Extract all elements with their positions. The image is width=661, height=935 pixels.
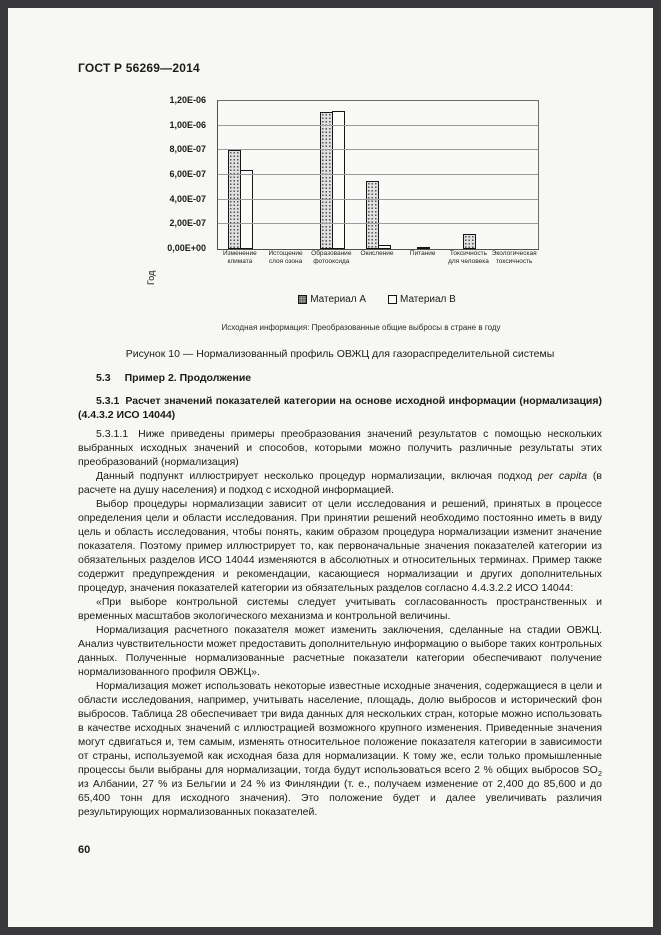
bar-group: [447, 101, 493, 249]
page-number: 60: [78, 844, 91, 856]
section-title: Пример 2. Продолжение: [124, 372, 252, 384]
gridline: [218, 149, 538, 151]
document-header: ГОСТ Р 56269—2014: [78, 61, 200, 75]
bars-row: [218, 101, 538, 249]
bar-group: [218, 101, 264, 249]
paragraph-text: Выбор процедуры нормализации зависит от …: [78, 498, 602, 594]
paragraph-text: Ниже приведены примеры преобразования зн…: [78, 428, 602, 468]
paragraph: Нормализация может использовать некоторы…: [78, 679, 602, 819]
paragraph-number: 5.3.1.1: [96, 428, 129, 440]
document-page: ГОСТ Р 56269—2014 Год 0,00E+00 2,00E-07 4,…: [8, 8, 653, 927]
gridline: [218, 198, 538, 200]
x-category-label: Образование фотооксида: [311, 250, 352, 265]
body-text-block: 5.3 Пример 2. Продолжение 5.3.1 Расчет зна…: [78, 372, 602, 819]
paragraph-text: per capita: [537, 470, 588, 482]
legend-label-material-b: Материал В: [400, 294, 456, 305]
paragraph: Данный подпункт иллюстрирует несколько п…: [78, 469, 602, 497]
x-axis-labels: Изменение климата Истощение слоя озона Обр…: [217, 250, 537, 265]
x-category-label: Экологическая токсичность: [491, 250, 537, 265]
body-paragraphs: 5.3.1.1 Ниже приведены примеры преобразов…: [78, 427, 602, 819]
y-tick-label: 2,00E-07: [169, 218, 206, 229]
paragraph-text: Данный подпункт иллюстрирует несколько п…: [96, 470, 538, 482]
section-number: 5.3: [96, 372, 111, 384]
figure-chart: Год 0,00E+00 2,00E-07 4,00E-07 6,00E-07 8,00…: [140, 92, 570, 320]
y-axis-title: Год: [146, 270, 156, 285]
figure-source-note: Исходная информация: Преобразованные общ…: [221, 323, 501, 332]
x-category-label: Токсичность для человека: [448, 250, 489, 265]
bar-material-b: [240, 170, 254, 249]
section-title: Расчет значений показателей категории на…: [78, 395, 602, 421]
paragraph-text: Нормализация расчетного показателя может…: [78, 624, 602, 678]
chart-legend: Материал А Материал В: [217, 294, 537, 305]
paragraph: 5.3.1.1 Ниже приведены примеры преобразов…: [78, 427, 602, 469]
y-tick-label: 6,00E-07: [169, 169, 206, 179]
bar-group: [401, 101, 447, 249]
legend-label-material-a: Материал А: [310, 294, 366, 305]
paragraph: Нормализация расчетного показателя может…: [78, 623, 602, 679]
y-tick-label: 1,20E-06: [169, 95, 206, 105]
paragraph-text: 2: [597, 769, 602, 779]
paragraph: Выбор процедуры нормализации зависит от …: [78, 497, 602, 595]
gridline: [218, 124, 538, 126]
bar-material-b: [377, 245, 391, 249]
bar-material-a: [462, 234, 476, 249]
bar-material-b: [331, 110, 345, 249]
bar-material-a: [417, 246, 431, 249]
figure-caption: Рисунок 10 — Нормализованный профиль ОВЖ…: [125, 348, 555, 360]
bar-group: [492, 101, 538, 249]
bar-group: [264, 101, 310, 249]
paragraph-text: (в расчете на душу населения) и подход с…: [78, 470, 602, 496]
legend-item-material-b: Материал В: [388, 294, 456, 305]
section-heading-5-3: 5.3 Пример 2. Продолжение: [78, 372, 602, 385]
gridline: [218, 223, 538, 225]
bar-group: [355, 101, 401, 249]
legend-swatch-material-a: [298, 295, 308, 304]
paragraph-text: Нормализация может использовать некоторы…: [78, 680, 602, 776]
y-tick-label: 4,00E-07: [169, 193, 206, 204]
x-category-label: Истощение слоя озона: [268, 250, 303, 265]
bar-material-a: [365, 181, 379, 249]
paragraph-text: «При выборе контрольной системы следует …: [78, 596, 602, 622]
paragraph-text: из Албании, 27 % из Бельгии и 24 % из Фи…: [78, 778, 602, 818]
x-category-label: Изменение климата: [222, 250, 257, 265]
y-tick-label: 1,00E-06: [169, 119, 206, 130]
bar-group: [309, 101, 355, 249]
legend-swatch-material-b: [388, 295, 397, 304]
section-heading-5-3-1: 5.3.1 Расчет значений показателей категор…: [78, 395, 602, 422]
legend-item-material-a: Материал А: [298, 294, 366, 305]
y-tick-label: 8,00E-07: [169, 144, 206, 155]
x-category-label: Окисление: [360, 250, 394, 257]
gridline: [218, 174, 538, 175]
y-tick-label: 0,00E+00: [167, 243, 206, 253]
x-category-label: Питание: [409, 250, 436, 257]
paragraph: «При выборе контрольной системы следует …: [78, 595, 602, 623]
section-number: 5.3.1: [96, 395, 120, 407]
y-axis-ticks: 0,00E+00 2,00E-07 4,00E-07 6,00E-07 8,00E-07…: [140, 95, 212, 253]
plot-area: [217, 100, 539, 250]
